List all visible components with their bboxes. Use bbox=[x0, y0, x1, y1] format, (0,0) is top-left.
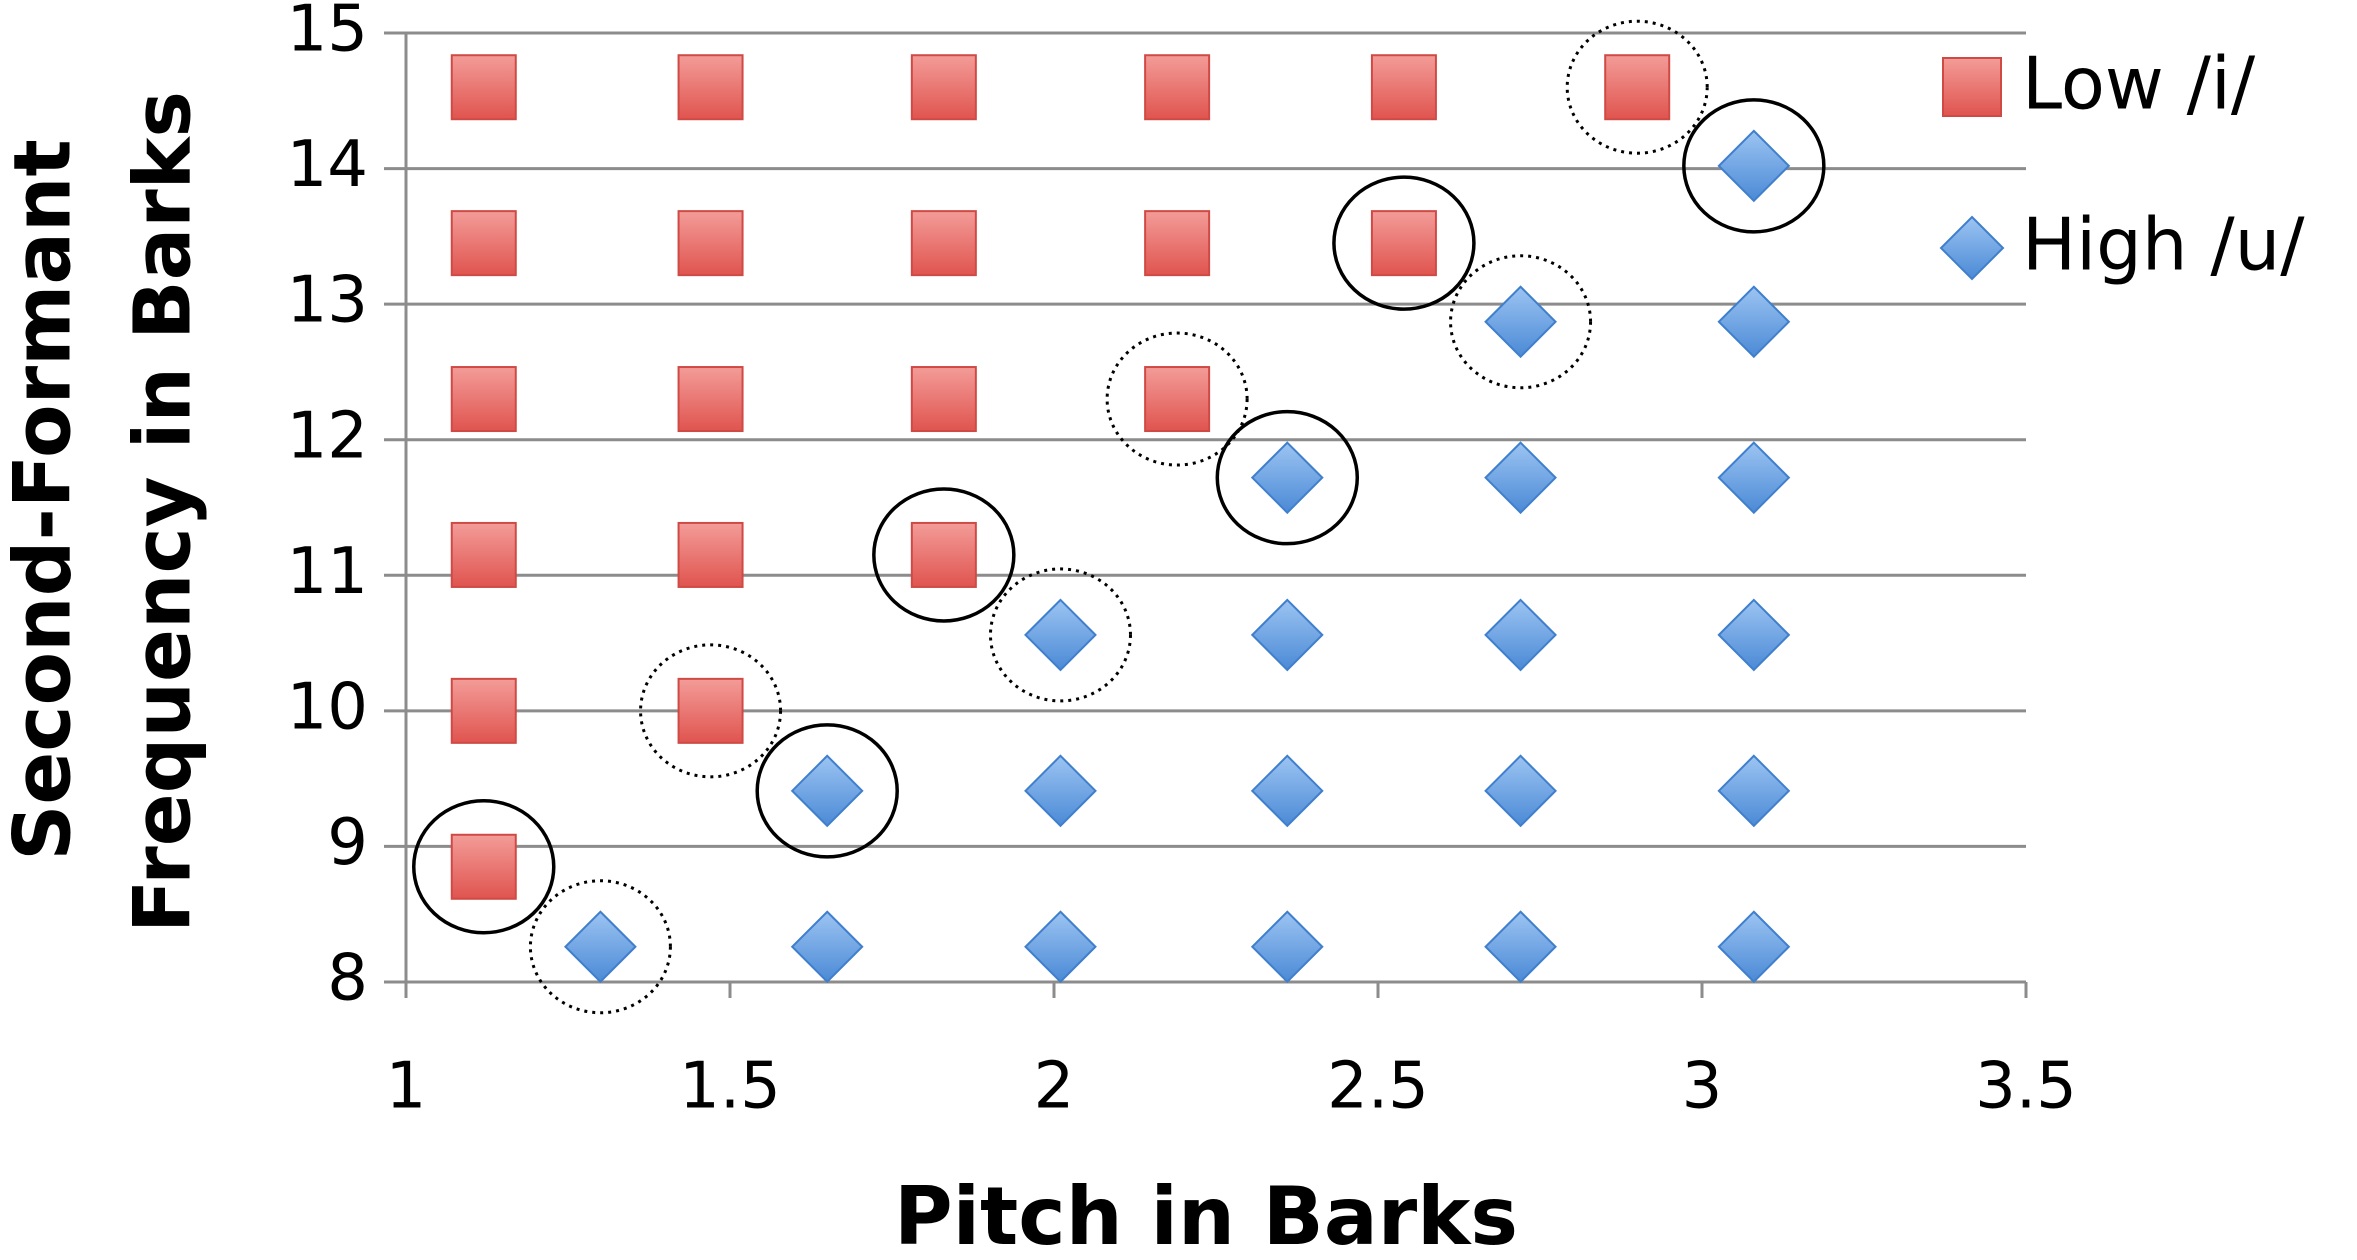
data-point bbox=[1250, 598, 1324, 672]
x-tick-label: 2.5 bbox=[1327, 1050, 1429, 1124]
x-axis-title: Pitch in Barks bbox=[894, 1170, 1518, 1260]
data-point bbox=[1717, 910, 1791, 984]
data-point bbox=[563, 910, 637, 984]
data-point bbox=[1370, 54, 1437, 121]
solid-circle bbox=[412, 799, 556, 935]
y-axis-title: Frequency in Barks bbox=[118, 91, 208, 933]
legend-marker bbox=[1939, 215, 2005, 281]
dotted-circle bbox=[1449, 254, 1593, 390]
data-point bbox=[450, 54, 517, 121]
dotted-circle bbox=[639, 643, 783, 779]
y-tick-label: 10 bbox=[287, 670, 368, 744]
legend-label: High /u/ bbox=[2022, 203, 2305, 287]
solid-circle bbox=[1332, 175, 1476, 311]
data-point bbox=[1717, 598, 1791, 672]
x-tick-label: 2 bbox=[1034, 1050, 1075, 1124]
y-tick-label: 8 bbox=[327, 942, 368, 1016]
dotted-circle bbox=[1565, 19, 1709, 155]
data-point bbox=[677, 521, 744, 588]
data-point bbox=[450, 521, 517, 588]
data-point bbox=[1144, 366, 1211, 433]
data-point bbox=[910, 54, 977, 121]
data-point bbox=[1717, 285, 1791, 359]
y-tick-label: 9 bbox=[327, 806, 368, 880]
data-point bbox=[1717, 754, 1791, 828]
dotted-circle bbox=[1105, 331, 1249, 467]
solid-circle bbox=[1682, 98, 1826, 234]
data-point bbox=[1484, 441, 1557, 515]
solid-circle bbox=[755, 723, 899, 859]
x-tick-label: 3 bbox=[1682, 1050, 1723, 1124]
data-point bbox=[910, 521, 977, 588]
data-point bbox=[677, 54, 744, 121]
dotted-circle bbox=[988, 567, 1132, 703]
data-point bbox=[1484, 285, 1557, 359]
data-point bbox=[1250, 754, 1324, 828]
data-point bbox=[450, 210, 517, 277]
data-point bbox=[790, 754, 864, 828]
data-point bbox=[1250, 910, 1324, 984]
data-point bbox=[1717, 441, 1791, 515]
data-point bbox=[677, 366, 744, 433]
legend-marker bbox=[1942, 57, 2002, 117]
data-point bbox=[1024, 598, 1097, 672]
solid-circle bbox=[872, 487, 1016, 623]
data-point bbox=[1024, 754, 1097, 828]
data-point bbox=[1484, 910, 1557, 984]
data-point bbox=[450, 677, 517, 744]
data-point bbox=[1144, 54, 1211, 121]
data-point bbox=[1024, 910, 1097, 984]
data-point bbox=[910, 366, 977, 433]
dotted-circle bbox=[528, 879, 672, 1015]
data-point bbox=[1370, 210, 1437, 277]
x-tick-label: 1 bbox=[386, 1050, 427, 1124]
data-point bbox=[1604, 54, 1671, 121]
data-point bbox=[677, 677, 744, 744]
data-point bbox=[1484, 598, 1557, 672]
y-tick-label: 15 bbox=[287, 0, 368, 67]
y-tick-label: 14 bbox=[287, 128, 368, 202]
data-point bbox=[1484, 754, 1557, 828]
y-tick-label: 12 bbox=[287, 399, 368, 473]
solid-circle bbox=[1215, 409, 1360, 546]
x-tick-label: 1.5 bbox=[679, 1050, 781, 1124]
data-point bbox=[1144, 210, 1211, 277]
data-point bbox=[1717, 129, 1791, 203]
data-point bbox=[1250, 441, 1324, 515]
data-point bbox=[790, 910, 864, 984]
y-axis-title: Second-Formant bbox=[0, 139, 88, 861]
legend-label: Low /i/ bbox=[2022, 42, 2256, 126]
data-point bbox=[677, 210, 744, 277]
data-point bbox=[450, 833, 517, 900]
data-point bbox=[450, 366, 517, 433]
data-point bbox=[910, 210, 977, 277]
y-tick-label: 13 bbox=[287, 264, 368, 338]
x-tick-label: 3.5 bbox=[1975, 1050, 2077, 1124]
y-tick-label: 11 bbox=[287, 535, 368, 609]
